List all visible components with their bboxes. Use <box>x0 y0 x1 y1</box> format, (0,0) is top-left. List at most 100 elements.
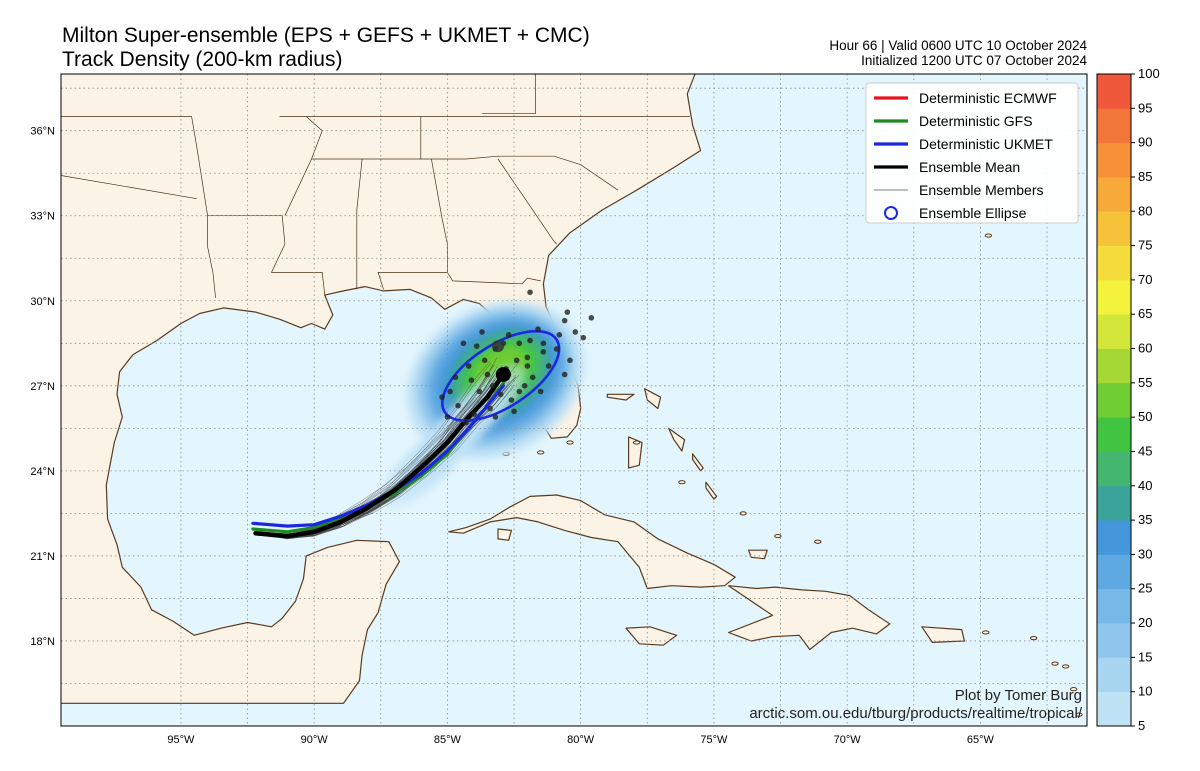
member-position-dot <box>516 340 523 347</box>
member-position-dot <box>439 394 445 400</box>
member-position-dot <box>588 314 595 321</box>
state-border <box>482 74 536 115</box>
member-position-dot <box>511 408 517 415</box>
ensemble-mean-track <box>253 372 506 539</box>
storm-tracks <box>251 329 561 540</box>
land-great-inagua <box>747 549 768 560</box>
member-position-dot <box>492 414 499 420</box>
lat-tick-label: 24°N <box>30 466 55 478</box>
member-position-dot <box>455 402 461 409</box>
colorbar-segment <box>1097 279 1131 315</box>
legend: Deterministic ECMWF Deterministic GFS Dete… <box>865 82 1079 224</box>
state-border <box>447 272 541 285</box>
member-position-dot <box>561 371 568 378</box>
member-position-dot <box>465 363 472 369</box>
member-position-dot <box>524 354 531 361</box>
colorbar-tick-label: 15 <box>1138 649 1152 664</box>
lat-tick-label: 21°N <box>30 551 55 563</box>
colorbar-tick-label: 75 <box>1138 238 1152 253</box>
member-position-dot <box>463 419 469 426</box>
member-position-dot <box>524 363 531 369</box>
colorbar-segment <box>1097 588 1131 624</box>
land-layer <box>61 74 1083 717</box>
state-border <box>61 175 197 200</box>
colorbar-segment <box>1097 623 1131 658</box>
member-position-dot <box>540 349 547 355</box>
colorbar-tick-label: 45 <box>1138 443 1152 458</box>
land-long-island <box>705 481 718 500</box>
member-position-dot <box>527 337 533 344</box>
ensemble-member-track <box>256 364 495 536</box>
land-puerto-rico <box>921 626 966 644</box>
islet <box>566 440 574 445</box>
chart-subtitle: Track Density (200-km radius) <box>62 48 343 71</box>
member-position-dot <box>471 411 477 417</box>
legend-label: Deterministic GFS <box>919 113 1033 129</box>
credit-url: arctic.som.ou.edu/tburg/products/realtim… <box>749 705 1082 722</box>
member-position-dot <box>567 357 573 364</box>
member-position-dot <box>535 326 541 332</box>
state-border <box>497 158 557 245</box>
colorbar-segment <box>1097 554 1131 590</box>
islet <box>678 480 686 485</box>
lat-tick-label: 30°N <box>30 296 55 308</box>
colorbar-tick-label: 5 <box>1138 718 1145 733</box>
colorbar-segment <box>1097 211 1131 246</box>
member-position-dot <box>540 340 547 347</box>
colorbar-segment <box>1097 485 1131 521</box>
lat-tick-label: 27°N <box>30 381 55 393</box>
land-grand-bahama <box>606 393 635 401</box>
colorbar-tick-label: 40 <box>1138 478 1152 493</box>
member-position-dot <box>513 357 520 364</box>
colorbar-segment <box>1097 176 1131 212</box>
islet <box>984 233 993 238</box>
colorbar-tick-label: 80 <box>1138 203 1152 218</box>
member-position-dot <box>452 374 459 381</box>
legend-label: Ensemble Ellipse <box>919 205 1027 221</box>
init-time-label: Initialized 1200 UTC 07 October 2024 <box>861 53 1087 68</box>
colorbar-segment <box>1097 451 1131 487</box>
map-frame <box>60 73 1088 727</box>
state-border <box>311 155 619 191</box>
member-position-dot <box>508 397 515 403</box>
colorbar-tick-label: 30 <box>1138 546 1152 561</box>
islet <box>1069 687 1078 692</box>
islet <box>632 440 641 445</box>
colorbar-tick-label: 10 <box>1138 684 1152 699</box>
chart-title: Milton Super-ensemble (EPS + GEFS + UKME… <box>62 24 590 47</box>
state-border <box>377 158 448 290</box>
member-position-dot <box>484 371 491 378</box>
lon-tick-label: 85°W <box>434 734 462 746</box>
colorbar-segment <box>1097 382 1131 418</box>
credit-author: Plot by Tomer Burg <box>954 687 1082 704</box>
islet <box>536 450 545 455</box>
lon-tick-label: 95°W <box>167 734 195 746</box>
colorbar-tick-label: 55 <box>1138 375 1152 390</box>
colorbar-segment <box>1097 245 1131 281</box>
colorbar: 5 10 15 20 25 30 35 40 45 50 55 60 65 70 75 80 85 90 95 100 <box>1096 66 1160 733</box>
colorbar-tick-label: 85 <box>1138 169 1152 184</box>
state-border <box>207 215 216 298</box>
member-position-dot <box>564 309 571 315</box>
colorbar-tick-label: 70 <box>1138 272 1152 287</box>
colorbar-segment <box>1097 108 1131 144</box>
member-position-dot <box>580 334 587 341</box>
lon-tick-label: 80°W <box>567 734 595 746</box>
ensemble-ellipse <box>441 329 561 422</box>
member-position-dot <box>447 388 453 395</box>
legend-ellipse-swatch <box>884 206 898 220</box>
member-position-dot <box>468 377 475 383</box>
colorbar-tick-label: 90 <box>1138 135 1152 150</box>
colorbar-tick-label: 50 <box>1138 409 1152 424</box>
member-position-dot <box>529 374 536 381</box>
lon-tick-label: 75°W <box>700 734 728 746</box>
land-cuba <box>448 494 736 590</box>
colorbar-tick-label: 60 <box>1138 341 1152 356</box>
colorbar-tick-label: 95 <box>1138 100 1152 115</box>
legend-label: Deterministic UKMET <box>919 136 1053 152</box>
member-position-dot <box>497 391 504 398</box>
colorbar-segment <box>1097 314 1131 349</box>
colorbar-segment <box>1097 657 1131 693</box>
member-position-dot <box>476 388 483 395</box>
